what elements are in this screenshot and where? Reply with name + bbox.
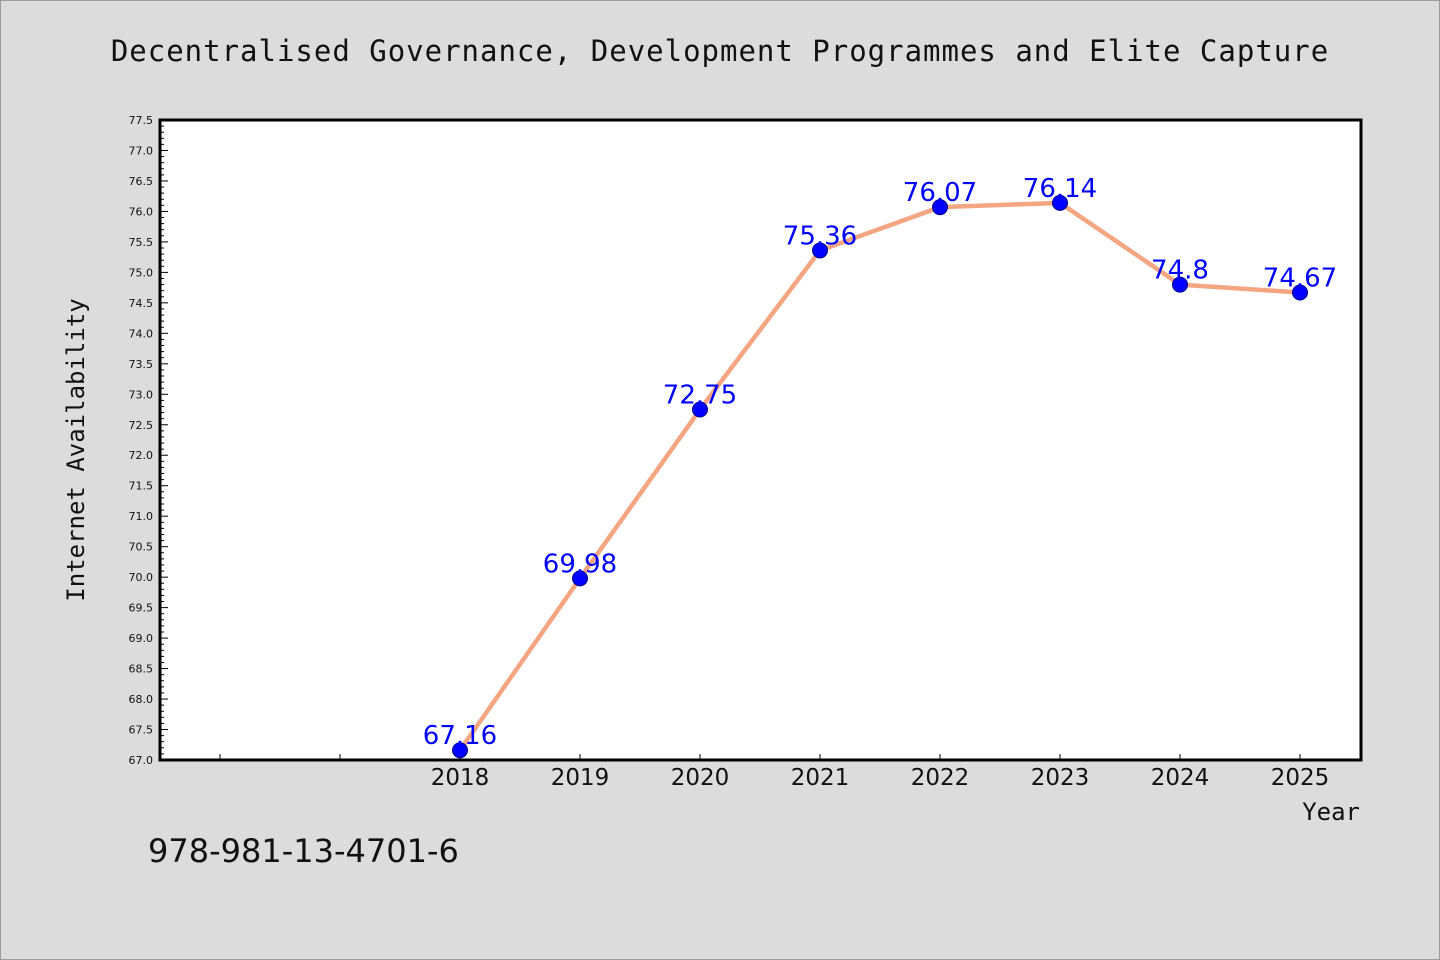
data-label: 76.07	[903, 178, 977, 208]
x-tick-label: 2021	[791, 765, 850, 791]
y-tick-label: 70.5	[129, 541, 154, 554]
y-tick-label: 69.5	[129, 602, 154, 615]
y-tick-label: 75.5	[129, 236, 154, 249]
data-point	[572, 570, 588, 587]
y-tick-label: 76.5	[129, 175, 154, 188]
x-tick-label: 2019	[551, 765, 610, 791]
y-tick-label: 71.0	[129, 510, 154, 523]
y-tick-label: 71.5	[129, 480, 154, 493]
x-axis-label: Year	[1302, 798, 1360, 826]
y-tick-label: 76.0	[129, 205, 154, 218]
x-tick-label: 2022	[911, 765, 970, 791]
data-point	[1172, 276, 1188, 293]
series-line	[458, 200, 1301, 752]
data-point	[1292, 284, 1308, 301]
data-point	[812, 242, 828, 259]
y-tick-label: 72.0	[129, 449, 154, 462]
y-tick-label: 73.0	[129, 388, 154, 401]
chart-title: Decentralised Governance, Development Pr…	[110, 34, 1330, 68]
data-label: 74.8	[1151, 256, 1209, 286]
y-axis: 67.0 67.5 68.0 68.5 69.0 69.5 70.0 70.5 71.0 71.5…	[129, 114, 168, 767]
y-tick-label: 67.0	[129, 754, 154, 767]
data-point	[932, 199, 948, 216]
y-tick-label: 68.0	[129, 693, 154, 706]
y-tick-label: 75.0	[129, 266, 154, 279]
y-tick-label: 70.0	[129, 571, 154, 584]
y-tick-label: 77.5	[129, 114, 154, 127]
y-axis-label: Internet Availability	[62, 298, 90, 601]
series-markers	[452, 194, 1308, 759]
data-label: 76.14	[1023, 174, 1097, 204]
y-tick-label: 68.5	[129, 663, 154, 676]
data-label: 69.98	[543, 549, 617, 579]
plot-area	[158, 118, 1363, 762]
y-tick-label: 73.5	[129, 358, 154, 371]
y-tick-label: 67.5	[129, 724, 154, 737]
series-path	[458, 200, 1301, 752]
data-point	[1052, 194, 1068, 211]
y-tick-label: 72.5	[129, 419, 154, 432]
data-labels: 67.16 69.98 72.75 75.36 76.07 76.14 74.8 74.67	[423, 174, 1337, 751]
x-tick-label: 2018	[431, 765, 490, 791]
data-point	[452, 742, 468, 759]
data-label: 74.67	[1263, 263, 1337, 293]
x-tick-label: 2020	[671, 765, 730, 791]
data-point	[692, 401, 708, 418]
x-tick-label: 2025	[1271, 765, 1330, 791]
y-tick-label: 69.0	[129, 632, 154, 645]
y-tick-label: 77.0	[129, 144, 154, 157]
data-label: 72.75	[663, 381, 737, 411]
x-tick-label: 2024	[1151, 765, 1210, 791]
x-tick-label: 2023	[1031, 765, 1090, 791]
y-tick-label: 74.0	[129, 327, 154, 340]
data-label: 75.36	[783, 221, 857, 251]
y-tick-label: 74.5	[129, 297, 154, 310]
x-axis: 2018 2019 2020 2021 2022 2023 2024 2025	[219, 754, 1330, 791]
isbn-text: 978-981-13-4701-6	[148, 832, 459, 870]
data-label: 67.16	[423, 721, 497, 751]
